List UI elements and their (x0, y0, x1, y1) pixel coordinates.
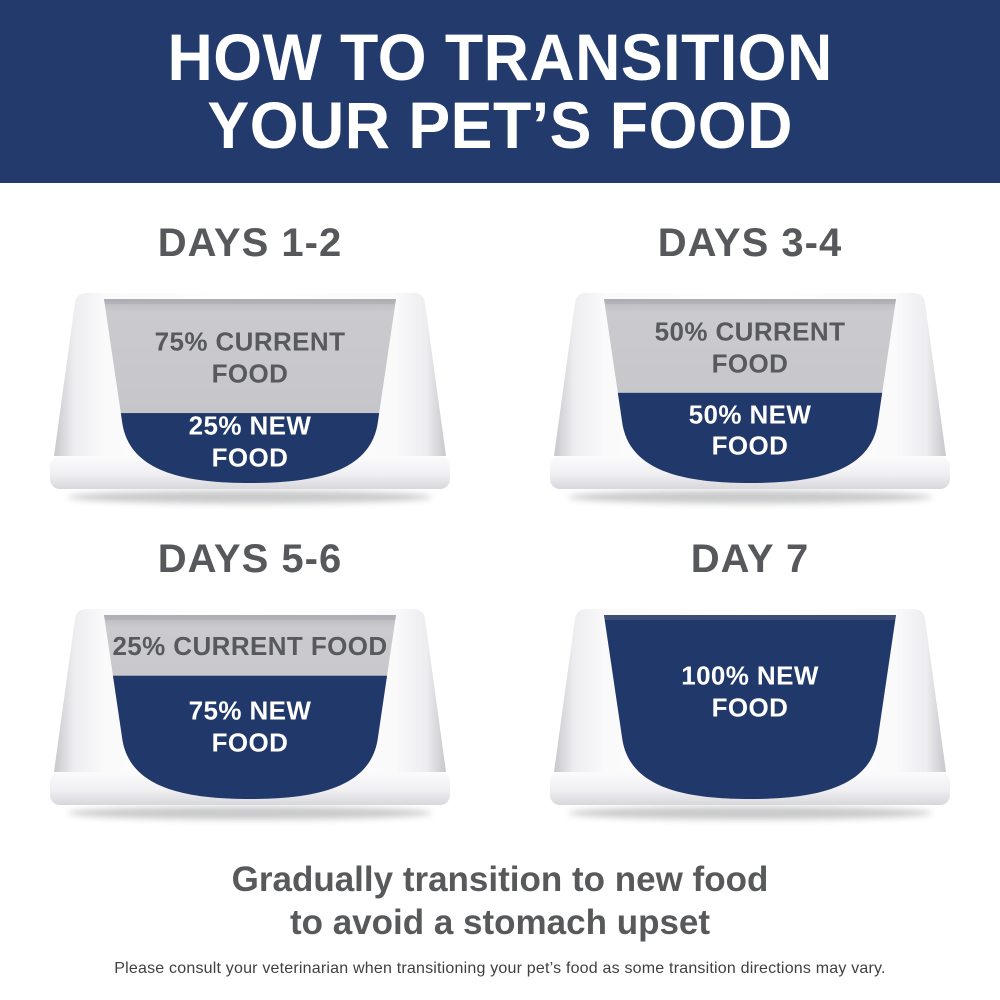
new-food-label-line: FOOD (711, 430, 789, 461)
current-food-label: 50% CURRENT FOOD (600, 316, 900, 379)
title-banner: HOW TO TRANSITION YOUR PET’S FOOD (0, 0, 1000, 183)
current-food-label-line: FOOD (711, 347, 789, 378)
new-food-label-line: 25% NEW (188, 410, 312, 441)
new-food-label: 75% NEW FOOD (100, 696, 400, 759)
bowl-heading: DAYS 5-6 (157, 537, 343, 581)
page-title-line-1: HOW TO TRANSITION (167, 20, 833, 95)
bowl-card: DAY 7 (540, 539, 960, 829)
current-food-label: 25% CURRENT FOOD (100, 631, 400, 663)
bowl-heading: DAYS 3-4 (657, 221, 843, 265)
current-food-label: 75% CURRENT FOOD (100, 327, 400, 390)
new-food-label: 50% NEW FOOD (600, 399, 900, 462)
bowl-graphic-wrap: 50% CURRENT FOOD 50% NEW FOOD (540, 273, 960, 513)
bowl-graphic-wrap: 25% CURRENT FOOD 75% NEW FOOD (40, 589, 460, 829)
page-title-line-2: YOUR PET’S FOOD (207, 87, 793, 162)
bowls-grid: DAYS 1-2 (0, 223, 1000, 829)
current-food-label-line: 75% CURRENT (154, 326, 346, 357)
tagline-line-1: Gradually transition to new food (231, 860, 769, 899)
tagline-line-2: to avoid a stomach upset (289, 902, 711, 942)
new-food-label-line: 75% NEW (188, 695, 312, 726)
new-food-label-line: FOOD (211, 727, 289, 758)
bowl-card: DAYS 1-2 (40, 223, 460, 513)
bowl-graphic-wrap: 75% CURRENT FOOD 25% NEW FOOD (40, 273, 460, 513)
new-food-label-line: 100% NEW (681, 660, 819, 691)
bowl-card: DAYS 5-6 (40, 539, 460, 829)
food-bowl-graphic (550, 293, 950, 504)
current-food-label-line: 25% CURRENT FOOD (112, 630, 388, 661)
disclaimer-text: Please consult your veterinarian when tr… (114, 960, 886, 978)
bowl-card: DAYS 3-4 (540, 223, 960, 513)
current-food-label-line: FOOD (211, 358, 289, 389)
page-title: HOW TO TRANSITION YOUR PET’S FOOD (167, 20, 833, 162)
bowl-heading: DAY 7 (690, 537, 810, 581)
new-food-label-line: 50% NEW (688, 398, 812, 429)
bowl-heading: DAYS 1-2 (157, 221, 343, 265)
new-food-label: 25% NEW FOOD (100, 411, 400, 474)
tagline: Gradually transition to new food to avoi… (0, 859, 1000, 944)
new-food-label-line: FOOD (711, 692, 789, 723)
bowl-graphic-wrap: 100% NEW FOOD (540, 589, 960, 829)
current-food-label-line: 50% CURRENT (654, 316, 846, 347)
food-bowl-graphic (50, 293, 450, 504)
food-bowl-graphic (50, 609, 450, 820)
new-food-label: 100% NEW FOOD (600, 661, 900, 724)
food-bowl-graphic (550, 609, 950, 820)
new-food-label-line: FOOD (211, 442, 289, 473)
